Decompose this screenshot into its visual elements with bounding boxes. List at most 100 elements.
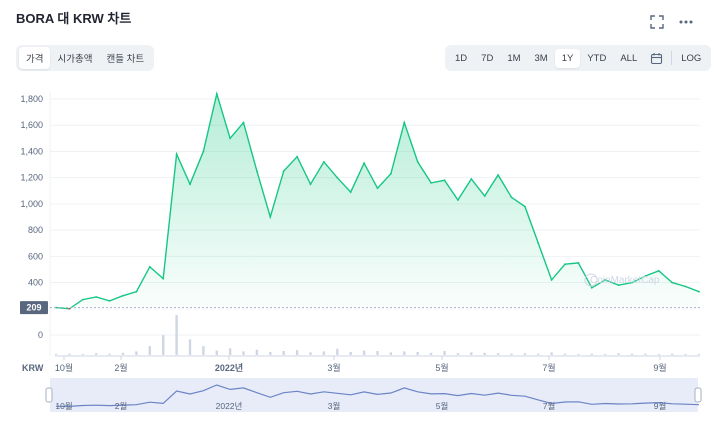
price-point	[336, 176, 339, 179]
navigator-tick-label: 2022년	[216, 401, 243, 411]
volume-bar	[590, 353, 593, 355]
volume-bar	[269, 351, 272, 355]
price-point	[470, 178, 473, 180]
price-point	[296, 155, 298, 158]
volume-bar	[228, 348, 232, 355]
volume-bar	[54, 354, 58, 355]
volume-bar	[282, 351, 285, 355]
tab-market-cap[interactable]: 시가총액	[57, 54, 93, 65]
log-scale-button[interactable]: LOG	[681, 52, 702, 64]
volume-bar	[429, 352, 433, 355]
price-point	[148, 265, 151, 268]
range-7d-button[interactable]: 7D	[481, 52, 494, 64]
x-tick-label: 7월	[542, 362, 555, 373]
price-point	[403, 121, 406, 124]
price-point	[537, 242, 540, 245]
volume-bar	[389, 352, 393, 355]
volume-bar	[175, 315, 178, 355]
y-tick-label: 0	[38, 330, 43, 340]
navigator[interactable]: 10월 2월 2022년 3월 5월 7월 9월	[45, 378, 702, 412]
y-tick-label: 1,600	[20, 120, 43, 130]
volume-bar	[362, 350, 366, 355]
navigator-handle-right[interactable]	[694, 387, 702, 403]
price-point	[108, 300, 111, 302]
price-point	[376, 187, 379, 190]
range-button-group: 1D 7D 1M 3M 1Y YTD ALL LOG	[445, 45, 712, 71]
volume-bar	[671, 353, 674, 355]
y-tick-label: 1,000	[20, 199, 43, 209]
navigator-tick-label: 9월	[654, 401, 667, 411]
y-tick-label: 800	[28, 225, 43, 235]
price-point	[363, 162, 365, 165]
price-point	[349, 191, 352, 194]
x-tick-label: 9월	[653, 362, 666, 373]
volume-bar	[349, 351, 352, 355]
navigator-handle-left[interactable]	[45, 387, 53, 403]
price-point	[256, 170, 258, 173]
volume-bar	[202, 346, 205, 355]
range-3m-button[interactable]: 3M	[534, 52, 548, 64]
volume-bar	[496, 353, 500, 355]
volume-bar	[188, 339, 192, 355]
volume-bar	[403, 351, 406, 355]
price-point	[229, 137, 232, 140]
price-point	[215, 92, 218, 95]
watermark-text: CoinMarketCap	[590, 275, 660, 286]
price-point	[162, 277, 165, 280]
range-all-button[interactable]: ALL	[620, 52, 638, 64]
volume-bar	[322, 351, 326, 355]
price-point	[81, 298, 84, 301]
volume-bar	[135, 351, 138, 355]
range-1d-button[interactable]: 1D	[455, 52, 468, 64]
price-point	[577, 262, 580, 264]
tab-candle-chart[interactable]: 캔들 차트	[106, 54, 145, 65]
price-area	[56, 93, 699, 309]
volume-bar	[68, 353, 71, 355]
volume-bar	[456, 353, 460, 355]
price-point	[390, 172, 392, 175]
volume-bar	[336, 348, 339, 355]
price-point	[564, 263, 566, 266]
price-point	[497, 174, 499, 176]
volume-bar	[95, 353, 98, 355]
watermark-logo	[584, 273, 598, 287]
navigator-background	[50, 378, 698, 412]
range-1y-button[interactable]: 1Y	[554, 48, 581, 68]
price-point	[524, 205, 526, 208]
volume-bar	[470, 352, 473, 355]
x-tick-label: 5월	[435, 362, 448, 373]
toolbar-divider	[671, 51, 673, 65]
price-point	[671, 281, 674, 284]
y-tick-label: 1,800	[20, 94, 43, 104]
fullscreen-icon[interactable]	[648, 13, 666, 31]
volume-bar	[162, 335, 165, 355]
range-1m-button[interactable]: 1M	[507, 52, 521, 64]
volume-bar	[577, 354, 580, 355]
tab-price[interactable]: 가격	[19, 47, 51, 69]
volume-bar	[630, 353, 634, 355]
range-ytd-button[interactable]: YTD	[587, 52, 607, 64]
baseline-label: 209	[20, 301, 48, 315]
price-point	[510, 196, 513, 199]
price-point	[309, 183, 312, 186]
price-point	[269, 216, 272, 218]
calendar-icon[interactable]	[644, 52, 669, 65]
price-point	[430, 182, 432, 184]
more-horizontal-icon[interactable]	[677, 13, 695, 31]
volume-bar	[416, 351, 419, 355]
x-tick-label: 2022년	[215, 362, 243, 373]
y-tick-label: 600	[28, 251, 43, 261]
price-point	[175, 153, 178, 156]
volume-bar	[523, 353, 527, 355]
volume-bar	[483, 352, 486, 355]
y-tick-label: 1,200	[20, 173, 43, 183]
volume-bar	[537, 353, 540, 355]
volume-bar	[697, 354, 701, 355]
baseline-label-text: 209	[26, 303, 41, 313]
price-points	[55, 92, 700, 310]
price-point	[242, 121, 245, 124]
volume-bar	[255, 349, 259, 355]
x-tick-label: 10월	[55, 362, 73, 373]
price-point	[416, 161, 419, 163]
